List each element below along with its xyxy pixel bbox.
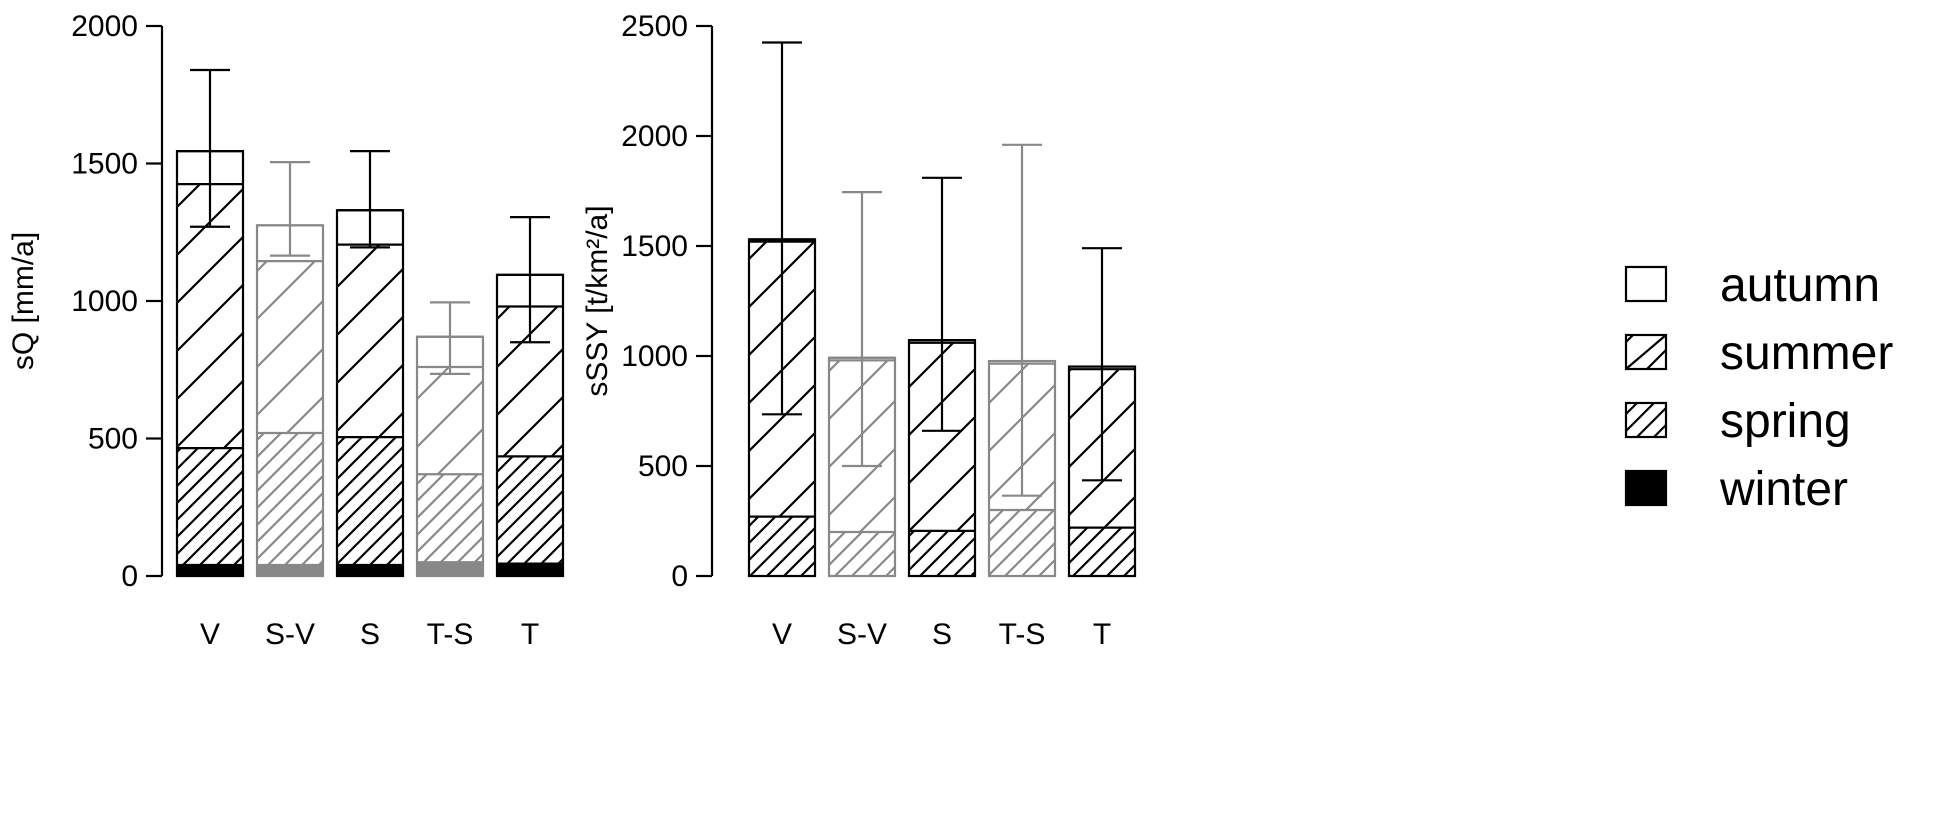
bar-segment-spring xyxy=(909,530,975,576)
bar-segment-winter xyxy=(176,564,244,577)
panel-sediment-yield: 0 500 1000 1500 2000 2500 sSSY [t/km²/a] V S-V S T… xyxy=(581,10,1137,651)
category-label: T xyxy=(521,618,539,651)
y-tick-label: 2000 xyxy=(621,120,688,153)
y-tick-label: 2000 xyxy=(71,10,138,43)
category-label: S-V xyxy=(265,618,315,651)
y-tick-label: 500 xyxy=(638,450,688,483)
bar-segment-winter xyxy=(256,564,324,577)
bar-segment-winter xyxy=(336,564,404,577)
y-tick-label: 0 xyxy=(121,560,138,593)
bar-segment-summer xyxy=(177,184,243,449)
bar-segment-spring xyxy=(417,474,483,563)
bar-segment-winter xyxy=(496,563,564,577)
bar-segment-spring xyxy=(1069,527,1135,576)
y-tick-label: 1500 xyxy=(621,230,688,263)
bar-segment-spring xyxy=(749,516,815,576)
bar-segment-spring xyxy=(337,437,403,565)
bar-segment-spring xyxy=(177,448,243,565)
bar-segment-spring xyxy=(497,456,563,564)
y-tick-label: 0 xyxy=(671,560,688,593)
bar-segment-winter xyxy=(416,561,484,577)
panel-discharge: 0 500 1000 1500 2000 sQ [mm/a] V S-V S T-S T xyxy=(7,10,565,651)
category-label: V xyxy=(772,618,792,651)
category-label: S xyxy=(932,618,952,651)
y-tick-label: 1000 xyxy=(621,340,688,373)
legend-label-summer: summer xyxy=(1720,327,1893,380)
y-tick-label: 2500 xyxy=(621,10,688,43)
legend-label-spring: spring xyxy=(1720,395,1851,448)
bar-segment-spring xyxy=(829,532,895,576)
legend-swatch-autumn xyxy=(1624,265,1668,303)
category-label: T xyxy=(1093,618,1111,651)
y-tick-label: 1500 xyxy=(71,148,138,181)
category-label: S xyxy=(360,618,380,651)
bar-segment-summer xyxy=(417,367,483,475)
bar-segment-summer xyxy=(257,261,323,433)
legend: autumn summer spring winter xyxy=(1624,259,1893,516)
legend-swatch-hatch xyxy=(1625,334,1667,370)
y-tick-label: 1000 xyxy=(71,285,138,318)
legend-swatch-winter xyxy=(1624,469,1668,507)
legend-label-winter: winter xyxy=(1719,463,1848,516)
category-label: V xyxy=(200,618,220,651)
legend-swatch-spring xyxy=(1624,401,1668,439)
y-axis-title: sSSY [t/km²/a] xyxy=(581,205,614,396)
y-axis-title: sQ [mm/a] xyxy=(7,232,40,370)
bar-segment-spring xyxy=(989,510,1055,576)
bar-segment-spring xyxy=(257,433,323,565)
y-tick-label: 500 xyxy=(88,423,138,456)
category-label: T-S xyxy=(427,618,474,651)
legend-label-autumn: autumn xyxy=(1720,259,1880,312)
category-label: S-V xyxy=(837,618,887,651)
category-label: T-S xyxy=(999,618,1046,651)
bar-segment-summer xyxy=(337,244,403,438)
